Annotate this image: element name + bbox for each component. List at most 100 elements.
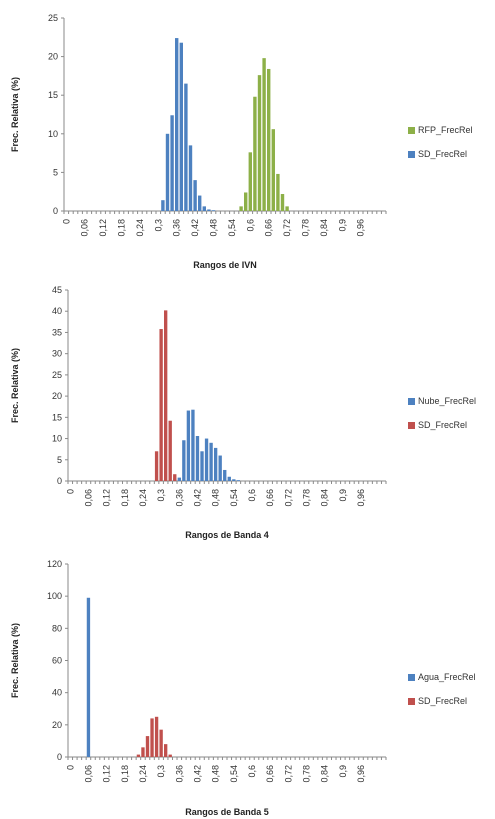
legend-label: Nube_FrecRel — [418, 396, 476, 406]
y-tick-label: 40 — [52, 306, 62, 316]
bar-nube-frecrel — [186, 410, 191, 481]
bar-nube-frecrel — [182, 440, 186, 481]
bar-rfp-frecrel — [271, 129, 275, 211]
y-tick-label: 0 — [53, 206, 58, 216]
y-tick-label: 80 — [52, 623, 62, 633]
x-tick-label: 0,18 — [117, 219, 127, 237]
x-tick-label: 0,36 — [172, 219, 182, 237]
x-tick-label: 0,12 — [102, 489, 112, 507]
y-tick-label: 60 — [52, 656, 62, 666]
bar-sd-frecrel — [136, 754, 141, 757]
bar-sd-frecrel — [154, 716, 159, 757]
bar-nube-frecrel — [218, 455, 222, 481]
x-tick-label: 0,6 — [245, 219, 255, 232]
bar-sd-frecrel — [193, 180, 197, 211]
y-tick-label: 10 — [48, 129, 58, 139]
x-tick-label: 0,78 — [302, 489, 312, 507]
histogram-chart: 0 5 10 15 20 25 30 35 40 45 0 0,06 0,12 0,18 0,24 0,3 0,… — [10, 285, 476, 540]
histogram-chart: 0 20 40 60 80 100 120 0 0,06 0,12 0,18 0,24 0,3 0,36 0… — [10, 559, 476, 817]
x-tick-label: 0,36 — [174, 489, 184, 507]
y-tick-label: 15 — [48, 90, 58, 100]
bar-rfp-frecrel — [253, 96, 257, 211]
legend-label: SD_FrecRel — [418, 149, 467, 159]
x-tick-label: 0,42 — [192, 489, 202, 507]
x-tick-label: 0 — [65, 489, 75, 494]
bar-sd-frecrel — [170, 115, 174, 211]
x-tick-label: 0,78 — [301, 219, 311, 237]
y-tick-label: 20 — [48, 52, 58, 62]
x-tick-label: 0,84 — [320, 765, 330, 783]
bar-sd-frecrel — [179, 42, 183, 212]
legend-swatch — [408, 127, 415, 134]
ivn-histogram-panel: 0 5 10 15 20 25 0 0,06 0,12 0,18 0,24 0,3 0,36 0,42 0,… — [0, 0, 495, 273]
bar-sd-frecrel — [141, 747, 145, 757]
x-tick-label: 0,12 — [102, 765, 112, 783]
x-tick-label: 0,66 — [264, 219, 274, 237]
bar-nube-frecrel — [177, 477, 181, 481]
x-tick-label: 0,84 — [319, 219, 329, 237]
y-tick-label: 25 — [52, 370, 62, 380]
x-tick-label: 0,78 — [302, 765, 312, 783]
bar-sd-frecrel — [164, 310, 168, 481]
banda4-histogram-panel: 0 5 10 15 20 25 30 35 40 45 0 0,06 0,12 0,18 0,24 0,3 0,… — [0, 276, 495, 544]
bar-sd-frecrel — [168, 420, 172, 481]
bar-sd-frecrel — [207, 209, 211, 211]
y-axis-title: Frec. Relativa (%) — [10, 623, 20, 698]
x-tick-label: 0,96 — [356, 765, 366, 783]
x-tick-label: 0,6 — [247, 765, 257, 778]
legend-label: SD_FrecRel — [418, 420, 467, 430]
legend-label: Agua_FrecRel — [418, 672, 476, 682]
x-tick-label: 0,54 — [227, 219, 237, 237]
x-tick-label: 0,18 — [120, 489, 130, 507]
y-tick-label: 10 — [52, 434, 62, 444]
x-tick-label: 0,3 — [153, 219, 163, 232]
bar-sd-frecrel — [168, 754, 172, 757]
x-tick-label: 0,18 — [120, 765, 130, 783]
bar-rfp-frecrel — [280, 194, 285, 211]
bar-rfp-frecrel — [262, 58, 266, 212]
x-tick-label: 0,6 — [247, 489, 257, 502]
x-tick-label: 0,06 — [80, 219, 90, 237]
bar-sd-frecrel — [159, 329, 163, 481]
x-tick-label: 0,42 — [190, 219, 200, 237]
bar-sd-frecrel — [173, 474, 177, 481]
x-tick-label: 0,48 — [209, 219, 219, 237]
bar-rfp-frecrel — [257, 75, 262, 212]
bar-sd-frecrel — [211, 210, 216, 211]
x-tick-label: 0,9 — [338, 765, 348, 778]
x-tick-label: 0,24 — [138, 489, 148, 507]
bar-rfp-frecrel — [267, 68, 271, 212]
x-tick-label: 0,66 — [265, 765, 275, 783]
legend-label: SD_FrecRel — [418, 696, 467, 706]
x-tick-label: 0,06 — [83, 489, 93, 507]
bar-sd-frecrel — [161, 200, 165, 211]
x-tick-label: 0,24 — [135, 219, 145, 237]
bar-rfp-frecrel — [276, 173, 280, 211]
x-tick-label: 0,96 — [356, 489, 366, 507]
bar-sd-frecrel — [154, 451, 159, 481]
bar-nube-frecrel — [223, 469, 227, 481]
bar-sd-frecrel — [175, 38, 179, 212]
bar-nube-frecrel — [195, 436, 200, 481]
x-tick-label: 0,72 — [283, 765, 293, 783]
y-tick-label: 0 — [57, 476, 62, 486]
y-tick-label: 15 — [52, 412, 62, 422]
x-tick-label: 0,48 — [211, 765, 221, 783]
y-axis-title: Frec. Relativa (%) — [10, 77, 20, 152]
bar-sd-frecrel — [165, 133, 170, 211]
legend-swatch — [408, 398, 415, 405]
bar-sd-frecrel — [188, 145, 193, 211]
y-tick-label: 45 — [52, 285, 62, 295]
bar-rfp-frecrel — [244, 192, 248, 211]
bar-sd-frecrel — [159, 729, 163, 757]
bar-rfp-frecrel — [248, 152, 252, 211]
bar-nube-frecrel — [200, 451, 204, 481]
bar-sd-frecrel — [184, 83, 188, 211]
bar-nube-frecrel — [204, 438, 209, 481]
bar-agua-frecrel — [86, 597, 91, 757]
x-tick-label: 0,36 — [174, 765, 184, 783]
bar-rfp-frecrel — [285, 206, 289, 211]
y-tick-label: 5 — [57, 455, 62, 465]
y-tick-label: 25 — [48, 13, 58, 23]
bar-nube-frecrel — [213, 447, 218, 481]
